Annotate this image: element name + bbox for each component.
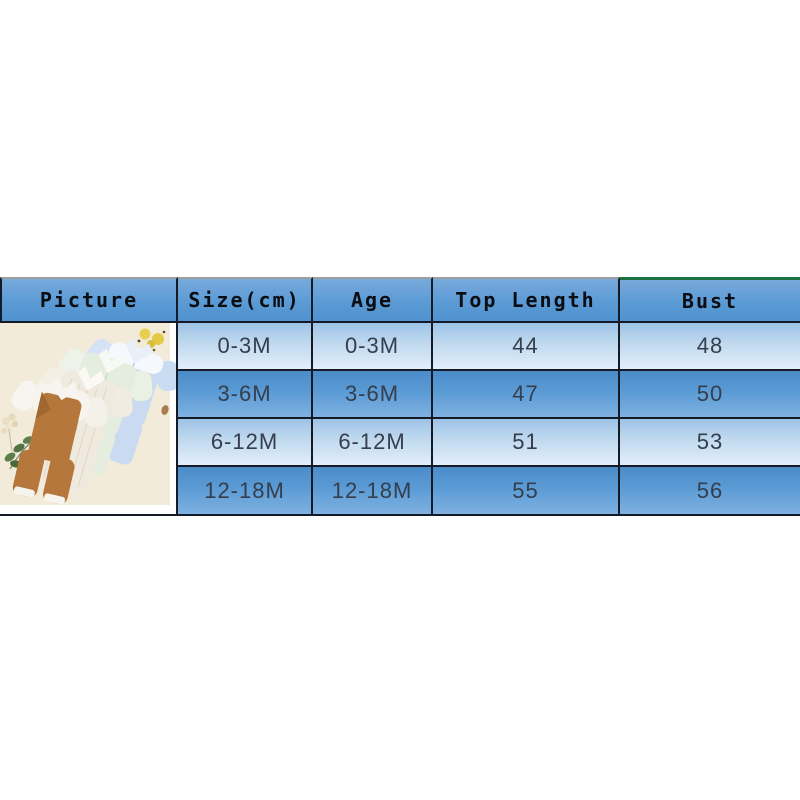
size-chart-table: Picture Size(cm) Age Top Length Bust — [0, 277, 800, 516]
cell-size: 12-18M — [178, 467, 313, 516]
yellow-flower-prop — [137, 328, 166, 352]
cell-size: 0-3M — [178, 323, 313, 371]
romper-brown — [11, 377, 108, 505]
cell-age: 12-18M — [313, 467, 433, 516]
cell-size: 6-12M — [178, 419, 313, 467]
header-cell-picture: Picture — [0, 277, 178, 323]
cell-age: 3-6M — [313, 371, 433, 419]
header-cell-bust: Bust — [620, 277, 800, 323]
dried-flower-prop — [1, 413, 19, 452]
cell-top-length: 47 — [433, 371, 620, 419]
product-photo-cell — [0, 323, 178, 516]
cell-bust: 53 — [620, 419, 800, 467]
cell-bust: 56 — [620, 467, 800, 516]
cell-top-length: 44 — [433, 323, 620, 371]
product-photo — [0, 323, 176, 505]
header-cell-top-length: Top Length — [433, 277, 620, 323]
cell-size: 3-6M — [178, 371, 313, 419]
cell-top-length: 55 — [433, 467, 620, 516]
cell-bust: 50 — [620, 371, 800, 419]
cell-top-length: 51 — [433, 419, 620, 467]
header-cell-age: Age — [313, 277, 433, 323]
cell-age: 6-12M — [313, 419, 433, 467]
cell-age: 0-3M — [313, 323, 433, 371]
header-cell-size: Size(cm) — [178, 277, 313, 323]
cell-bust: 48 — [620, 323, 800, 371]
